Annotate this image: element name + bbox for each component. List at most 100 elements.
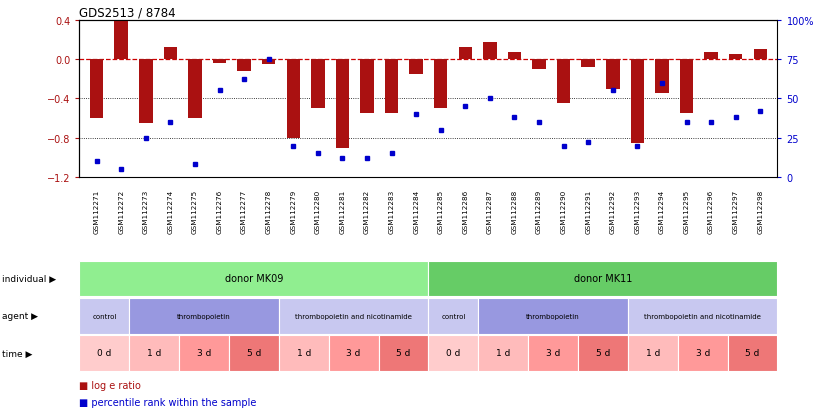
Bar xyxy=(410,60,423,75)
Bar xyxy=(628,298,777,334)
Text: GSM112291: GSM112291 xyxy=(585,190,591,234)
Bar xyxy=(89,60,104,119)
Bar xyxy=(429,335,478,371)
Bar xyxy=(655,60,669,94)
Bar xyxy=(578,335,628,371)
Bar xyxy=(557,60,570,104)
Text: GSM112295: GSM112295 xyxy=(684,190,690,234)
Bar xyxy=(582,60,595,68)
Text: 1 d: 1 d xyxy=(645,349,660,358)
Text: GSM112274: GSM112274 xyxy=(167,190,173,234)
Bar xyxy=(287,60,300,138)
Text: 3 d: 3 d xyxy=(546,349,560,358)
Text: individual ▶: individual ▶ xyxy=(2,274,56,283)
Bar xyxy=(79,261,429,297)
Bar xyxy=(379,335,429,371)
Bar xyxy=(678,335,727,371)
Bar xyxy=(336,60,349,148)
Bar xyxy=(507,53,521,60)
Bar xyxy=(139,60,152,123)
Text: control: control xyxy=(92,313,116,319)
Bar xyxy=(213,60,227,64)
Text: GSM112272: GSM112272 xyxy=(118,190,125,234)
Text: GSM112283: GSM112283 xyxy=(389,190,395,234)
Text: GSM112277: GSM112277 xyxy=(241,190,247,234)
Text: 0 d: 0 d xyxy=(97,349,111,358)
Bar xyxy=(311,60,324,109)
Bar xyxy=(727,335,777,371)
Bar xyxy=(360,60,374,114)
Text: GDS2513 / 8784: GDS2513 / 8784 xyxy=(79,7,176,19)
Text: GSM112278: GSM112278 xyxy=(266,190,272,234)
Text: GSM112273: GSM112273 xyxy=(143,190,149,234)
Bar xyxy=(237,60,251,71)
Text: GSM112279: GSM112279 xyxy=(290,190,296,234)
Text: 1 d: 1 d xyxy=(297,349,311,358)
Bar xyxy=(188,60,201,119)
Text: 5 d: 5 d xyxy=(596,349,610,358)
Text: GSM112280: GSM112280 xyxy=(315,190,321,234)
Text: 5 d: 5 d xyxy=(396,349,410,358)
Bar xyxy=(528,335,578,371)
Bar xyxy=(179,335,229,371)
Text: GSM112284: GSM112284 xyxy=(413,190,419,234)
Text: control: control xyxy=(441,313,466,319)
Text: thrombopoietin and nicotinamide: thrombopoietin and nicotinamide xyxy=(295,313,412,319)
Text: GSM112276: GSM112276 xyxy=(217,190,222,234)
Bar xyxy=(606,60,619,89)
Text: thrombopoietin: thrombopoietin xyxy=(177,313,231,319)
Text: 1 d: 1 d xyxy=(496,349,511,358)
Text: 3 d: 3 d xyxy=(197,349,212,358)
Text: 3 d: 3 d xyxy=(346,349,361,358)
Text: donor MK11: donor MK11 xyxy=(573,274,632,284)
Bar xyxy=(385,60,398,114)
Bar xyxy=(130,335,179,371)
Text: GSM112287: GSM112287 xyxy=(487,190,493,234)
Bar xyxy=(429,261,777,297)
Bar xyxy=(630,60,644,143)
Text: GSM112288: GSM112288 xyxy=(512,190,517,234)
Bar xyxy=(262,60,275,65)
Text: GSM112286: GSM112286 xyxy=(462,190,468,234)
Text: GSM112271: GSM112271 xyxy=(94,190,99,234)
Text: GSM112282: GSM112282 xyxy=(364,190,370,234)
Bar xyxy=(459,48,472,60)
Bar xyxy=(279,335,329,371)
Text: thrombopoietin: thrombopoietin xyxy=(526,313,580,319)
Bar xyxy=(329,335,379,371)
Text: ■ log e ratio: ■ log e ratio xyxy=(79,380,141,390)
Text: GSM112294: GSM112294 xyxy=(659,190,665,234)
Bar xyxy=(753,50,767,60)
Text: 1 d: 1 d xyxy=(147,349,161,358)
Bar xyxy=(628,335,678,371)
Bar xyxy=(483,43,497,60)
Text: GSM112281: GSM112281 xyxy=(339,190,345,234)
Bar xyxy=(680,60,693,114)
Text: GSM112285: GSM112285 xyxy=(438,190,444,234)
Bar xyxy=(478,335,528,371)
Bar xyxy=(729,55,742,60)
Text: GSM112289: GSM112289 xyxy=(536,190,542,234)
Text: agent ▶: agent ▶ xyxy=(2,311,38,320)
Text: thrombopoietin and nicotinamide: thrombopoietin and nicotinamide xyxy=(645,313,761,319)
Bar xyxy=(478,298,628,334)
Text: GSM112296: GSM112296 xyxy=(708,190,714,234)
Bar xyxy=(705,53,718,60)
Bar xyxy=(164,48,177,60)
Text: 3 d: 3 d xyxy=(696,349,710,358)
Text: GSM112297: GSM112297 xyxy=(732,190,739,234)
Bar xyxy=(279,298,429,334)
Text: GSM112292: GSM112292 xyxy=(609,190,616,234)
Text: 5 d: 5 d xyxy=(746,349,760,358)
Text: ■ percentile rank within the sample: ■ percentile rank within the sample xyxy=(79,397,257,407)
Bar xyxy=(115,21,128,60)
Bar xyxy=(79,298,130,334)
Text: GSM112275: GSM112275 xyxy=(192,190,198,234)
Bar xyxy=(434,60,447,109)
Text: 5 d: 5 d xyxy=(247,349,261,358)
Bar xyxy=(229,335,279,371)
Text: 0 d: 0 d xyxy=(446,349,461,358)
Bar xyxy=(130,298,279,334)
Bar xyxy=(429,298,478,334)
Bar xyxy=(533,60,546,70)
